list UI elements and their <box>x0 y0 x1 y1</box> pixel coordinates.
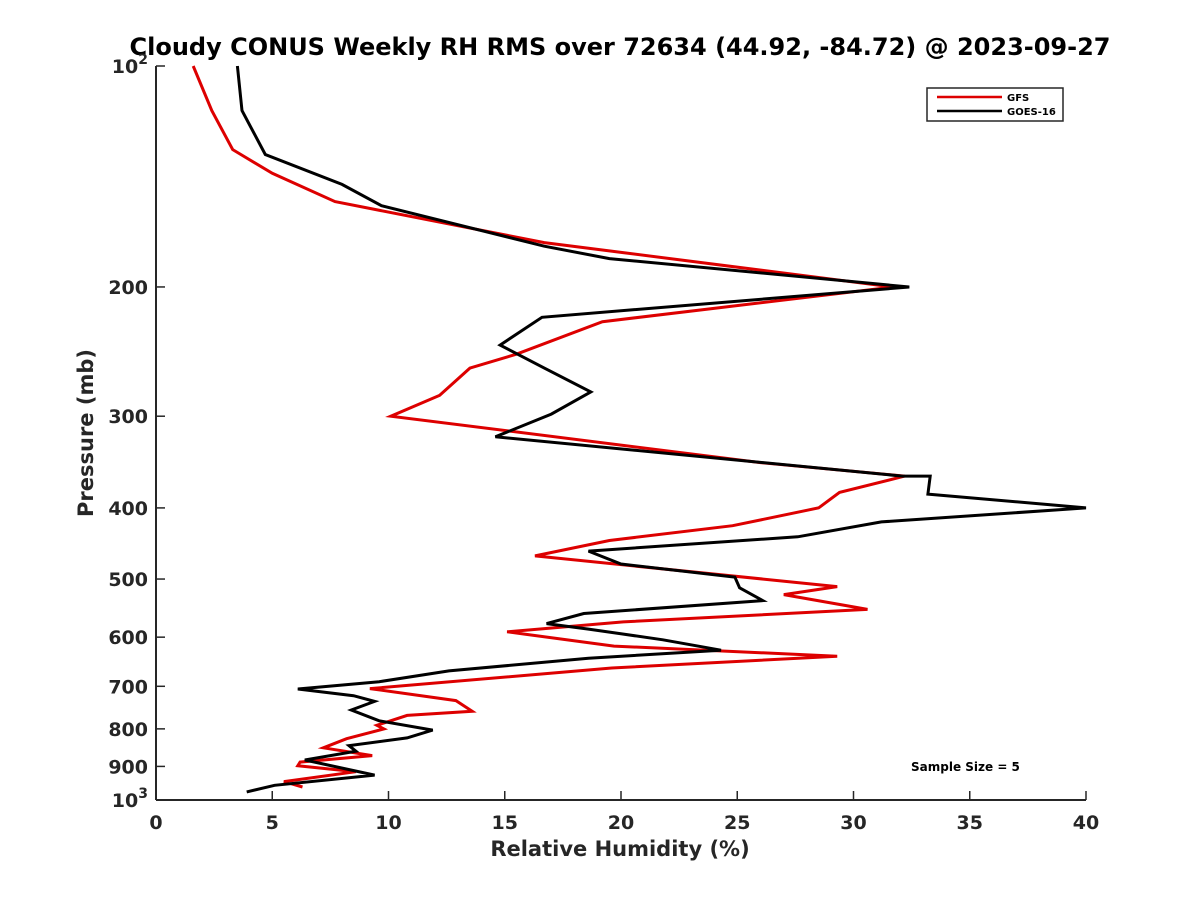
y-axis-label: Pressure (mb) <box>74 349 98 517</box>
y-tick-base: 10 <box>112 56 138 78</box>
series-layer <box>191 65 1087 794</box>
x-tick-label: 15 <box>492 812 518 834</box>
x-tick-label: 20 <box>608 812 634 834</box>
x-tick-label: 25 <box>724 812 750 834</box>
y-tick-label: 600 <box>108 627 148 649</box>
plot-box <box>156 66 1086 800</box>
y-tick-exponent: 3 <box>138 786 148 802</box>
y-tick-exponent: 2 <box>138 52 148 68</box>
legend-label-gfs: GFS <box>1007 93 1029 104</box>
series-line-goes16 <box>235 65 1087 794</box>
y-tick-label: 700 <box>108 676 148 698</box>
sample-size-annotation: Sample Size = 5 <box>911 760 1020 774</box>
x-tick-label: 0 <box>149 812 162 834</box>
legend: GFS GOES-16 <box>926 87 1064 122</box>
x-tick-label: 10 <box>375 812 401 834</box>
y-tick-label: 900 <box>108 756 148 778</box>
y-tick-label: 300 <box>108 406 148 428</box>
x-ticks: 0 5 10 15 20 25 30 35 40 <box>149 791 1099 834</box>
y-tick-label: 800 <box>108 719 148 741</box>
y-tick-label: 102 <box>112 52 148 78</box>
y-tick-base: 10 <box>112 790 138 812</box>
x-tick-label: 5 <box>266 812 279 834</box>
x-tick-label: 40 <box>1073 812 1099 834</box>
y-tick-label: 500 <box>108 569 148 591</box>
x-tick-label: 35 <box>957 812 983 834</box>
y-tick-label: 103 <box>112 786 148 812</box>
y-tick-label: 200 <box>108 277 148 299</box>
y-tick-label: 400 <box>108 498 148 520</box>
chart-title: Cloudy CONUS Weekly RH RMS over 72634 (4… <box>130 33 1111 61</box>
x-axis-label: Relative Humidity (%) <box>490 837 749 861</box>
x-tick-label: 30 <box>840 812 866 834</box>
series-line-gfs <box>191 65 906 789</box>
legend-label-goes16: GOES-16 <box>1007 107 1056 118</box>
plot-area: 0 5 10 15 20 25 30 35 40 10220030040050060070080… <box>108 52 1099 834</box>
legend-box <box>926 87 1064 122</box>
